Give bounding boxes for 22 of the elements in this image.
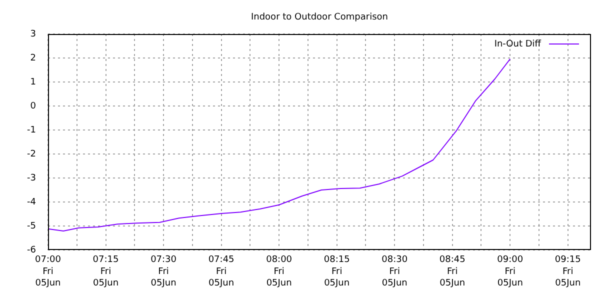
- y-tick-label: 1: [30, 77, 36, 88]
- y-tick-label: -3: [27, 173, 36, 184]
- x-tick-label: 09:15 Fri 05Jun: [554, 255, 581, 289]
- y-tick-label: 0: [30, 101, 36, 112]
- y-tick-label: -5: [27, 221, 36, 232]
- y-tick-label: -4: [27, 197, 36, 208]
- x-tick-label: 09:00 Fri 05Jun: [497, 255, 524, 289]
- y-tick-label: -6: [27, 245, 36, 256]
- x-tick-label: 07:30 Fri 05Jun: [150, 255, 177, 289]
- x-tick-label: 08:30 Fri 05Jun: [382, 255, 408, 289]
- x-tick-label: 07:00 Fri 05Jun: [35, 255, 62, 289]
- chart-title: Indoor to Outdoor Comparison: [250, 12, 388, 22]
- x-tick-label: 08:00 Fri 05Jun: [266, 255, 292, 289]
- y-tick-label: 3: [30, 29, 36, 40]
- x-tick-label: 08:15 Fri 05Jun: [324, 255, 350, 289]
- x-tick-label: 07:45 Fri 05Jun: [208, 255, 234, 289]
- y-tick-label: 2: [30, 53, 36, 64]
- legend-label: In-Out Diff: [494, 39, 542, 50]
- x-tick-label: 07:15 Fri 05Jun: [92, 255, 119, 289]
- x-tick-label: 08:45 Fri 05Jun: [439, 255, 466, 289]
- y-tick-label: -2: [27, 149, 36, 160]
- y-tick-label: -1: [27, 125, 36, 136]
